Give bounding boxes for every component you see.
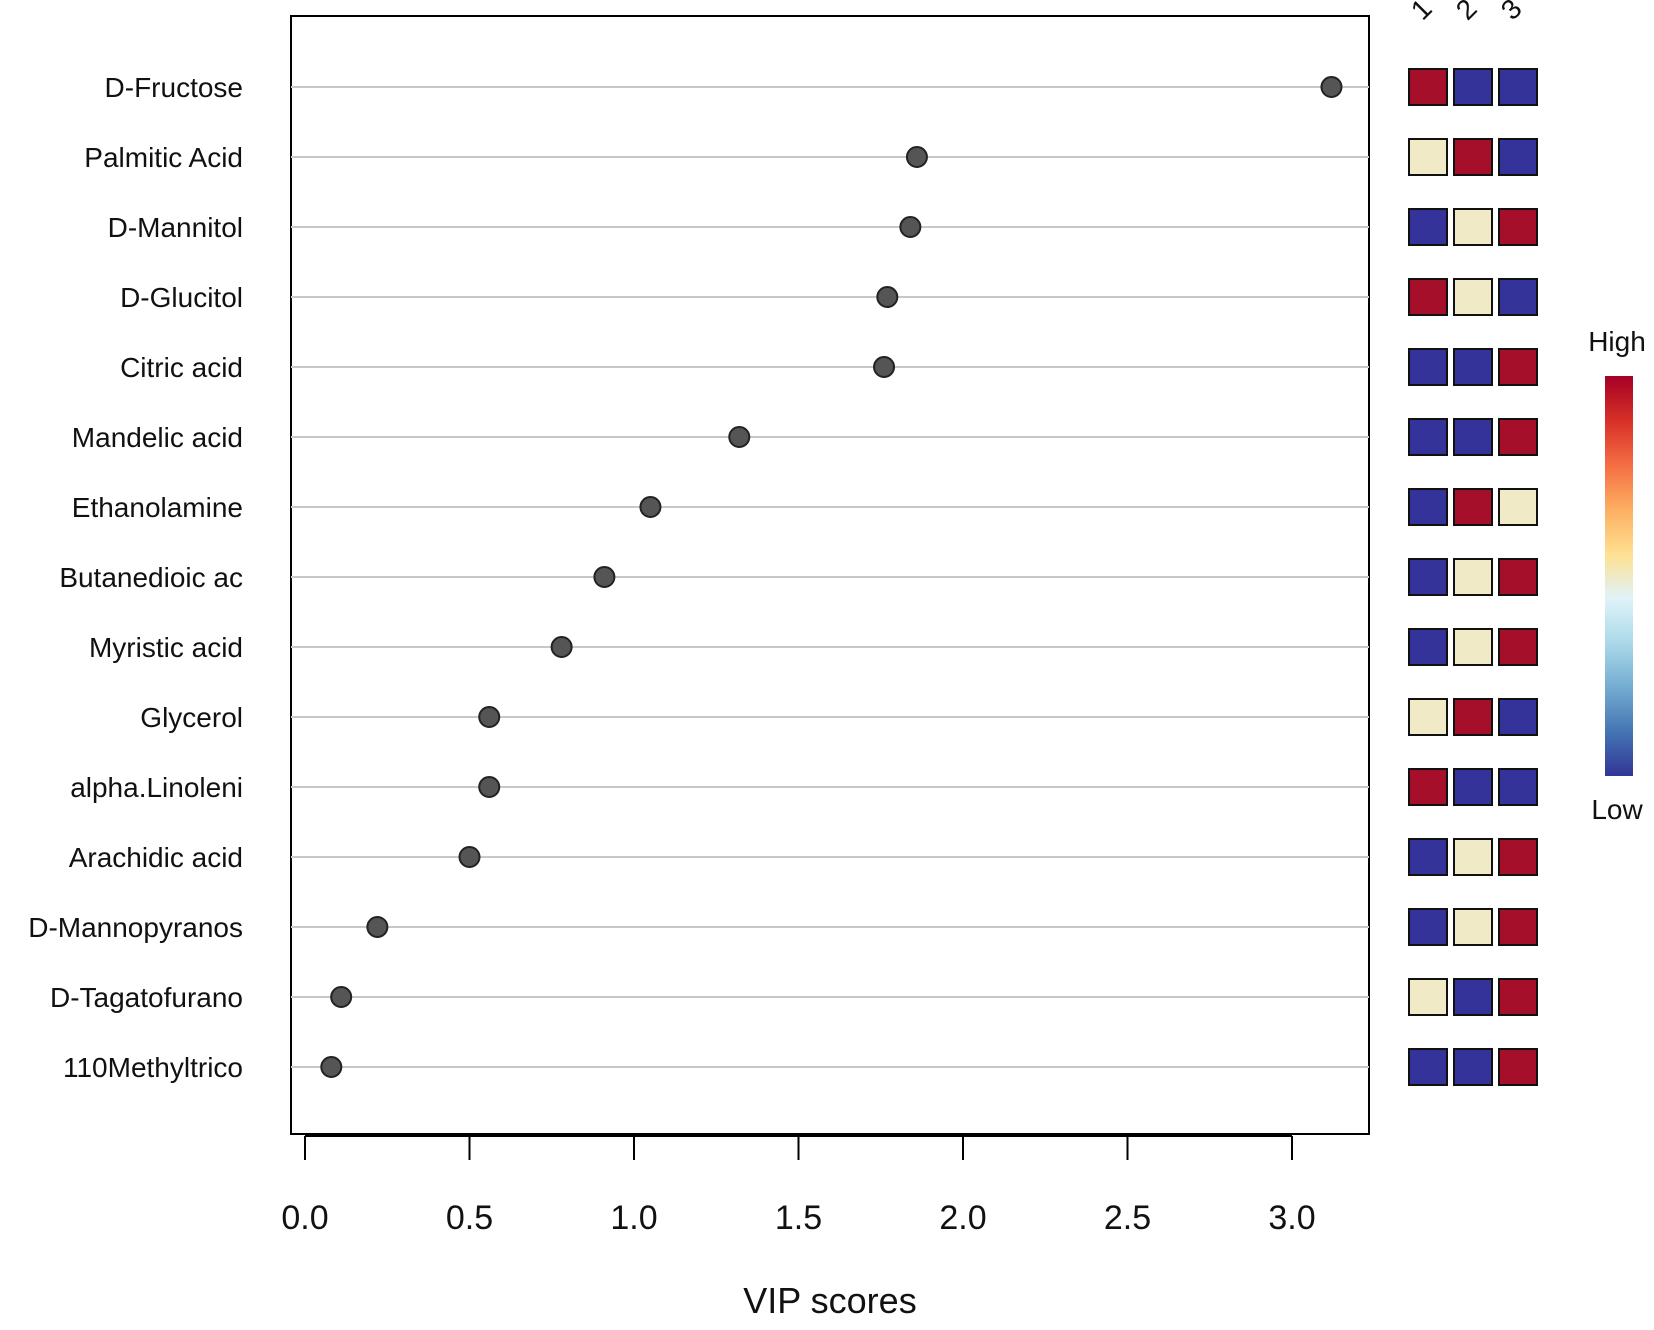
heatmap-column-label: 1 bbox=[1405, 0, 1438, 26]
heatmap-cell bbox=[1408, 558, 1448, 596]
data-point bbox=[1320, 76, 1343, 98]
heatmap-cell bbox=[1498, 488, 1538, 526]
heatmap-cell bbox=[1408, 978, 1448, 1016]
data-points bbox=[320, 76, 1343, 1078]
data-point bbox=[478, 706, 501, 728]
data-point bbox=[899, 216, 922, 238]
heatmap-cell bbox=[1498, 348, 1538, 386]
heatmap-cell bbox=[1408, 488, 1448, 526]
heatmap-cell bbox=[1453, 908, 1493, 946]
x-tick-label: 0.5 bbox=[446, 1199, 493, 1237]
data-point bbox=[478, 776, 501, 798]
heatmap-cell bbox=[1453, 68, 1493, 106]
gridlines bbox=[291, 86, 1369, 1068]
category-label: Arachidic acid bbox=[69, 842, 243, 873]
heatmap-cell bbox=[1408, 1048, 1448, 1086]
x-tick-label: 3.0 bbox=[1268, 1199, 1315, 1237]
plot-frame bbox=[290, 15, 1370, 1135]
legend-high-label: High bbox=[1588, 326, 1646, 357]
heatmap bbox=[1408, 68, 1538, 1086]
heatmap-cell bbox=[1453, 348, 1493, 386]
heatmap-cell bbox=[1453, 978, 1493, 1016]
x-tick-label: 0.0 bbox=[281, 1199, 328, 1237]
heatmap-cell bbox=[1498, 768, 1538, 806]
heatmap-cell bbox=[1408, 698, 1448, 736]
heatmap-cell bbox=[1498, 978, 1538, 1016]
heatmap-cell bbox=[1453, 278, 1493, 316]
category-label: D-Mannitol bbox=[108, 212, 243, 243]
data-point bbox=[876, 286, 899, 308]
category-label: Ethanolamine bbox=[72, 492, 243, 523]
heatmap-cell bbox=[1498, 908, 1538, 946]
legend-gradient-bar bbox=[1605, 376, 1633, 776]
data-point bbox=[330, 986, 353, 1008]
category-label: 110Methyltrico bbox=[63, 1052, 243, 1083]
category-label: Glycerol bbox=[140, 702, 243, 733]
heatmap-cell bbox=[1408, 68, 1448, 106]
heatmap-cell bbox=[1498, 278, 1538, 316]
data-point bbox=[550, 636, 573, 658]
heatmap-cell bbox=[1408, 838, 1448, 876]
x-axis-label: VIP scores bbox=[743, 1280, 916, 1321]
heatmap-cell bbox=[1408, 628, 1448, 666]
heatmap-cell bbox=[1408, 278, 1448, 316]
category-label: D-Fructose bbox=[105, 72, 243, 103]
heatmap-cell bbox=[1498, 1048, 1538, 1086]
heatmap-cell bbox=[1453, 698, 1493, 736]
category-label: D-Mannopyranos bbox=[28, 912, 243, 943]
heatmap-cell bbox=[1498, 628, 1538, 666]
x-tick-label: 2.5 bbox=[1104, 1199, 1151, 1237]
category-label: Myristic acid bbox=[89, 632, 243, 663]
category-label: Citric acid bbox=[120, 352, 243, 383]
heatmap-cell bbox=[1453, 138, 1493, 176]
category-label: D-Tagatofurano bbox=[50, 982, 243, 1013]
heatmap-cell bbox=[1453, 838, 1493, 876]
category-label: D-Glucitol bbox=[120, 282, 243, 313]
x-tick-label: 1.5 bbox=[775, 1199, 822, 1237]
heatmap-cell bbox=[1498, 838, 1538, 876]
category-label: Mandelic acid bbox=[72, 422, 243, 453]
category-label: Butanedioic ac bbox=[59, 562, 243, 593]
category-labels: D-Fructose Palmitic Acid D-Mannitol D-Gluci… bbox=[28, 72, 243, 1083]
data-point bbox=[593, 566, 616, 588]
heatmap-cell bbox=[1408, 208, 1448, 246]
heatmap-cell bbox=[1498, 138, 1538, 176]
heatmap-cell bbox=[1453, 768, 1493, 806]
x-axis: 0.0 0.5 1.0 1.5 2.0 2.5 3.0 bbox=[281, 1135, 1316, 1237]
data-point bbox=[366, 916, 389, 938]
heatmap-cell bbox=[1408, 908, 1448, 946]
color-legend: High Low bbox=[1588, 326, 1646, 825]
heatmap-cell bbox=[1498, 208, 1538, 246]
data-point bbox=[320, 1056, 343, 1078]
heatmap-cell bbox=[1453, 558, 1493, 596]
legend-low-label: Low bbox=[1591, 794, 1643, 825]
heatmap-column-label: 3 bbox=[1495, 0, 1528, 26]
heatmap-cell bbox=[1453, 208, 1493, 246]
heatmap-cell bbox=[1408, 348, 1448, 386]
heatmap-cell bbox=[1453, 488, 1493, 526]
heatmap-cell bbox=[1498, 418, 1538, 456]
heatmap-cell bbox=[1453, 1048, 1493, 1086]
heatmap-column-label: 2 bbox=[1450, 0, 1483, 26]
heatmap-cell bbox=[1408, 418, 1448, 456]
category-label: alpha.Linoleni bbox=[70, 772, 243, 803]
heatmap-cell bbox=[1453, 418, 1493, 456]
heatmap-cell bbox=[1453, 628, 1493, 666]
data-point bbox=[728, 426, 751, 448]
data-point bbox=[905, 146, 928, 168]
data-point bbox=[458, 846, 481, 868]
heatmap-cell bbox=[1498, 68, 1538, 106]
x-tick-label: 2.0 bbox=[939, 1199, 986, 1237]
heatmap-cell bbox=[1408, 138, 1448, 176]
heatmap-cell bbox=[1498, 558, 1538, 596]
heatmap-cell bbox=[1498, 698, 1538, 736]
data-point bbox=[639, 496, 662, 518]
x-tick-label: 1.0 bbox=[610, 1199, 657, 1237]
heatmap-cell bbox=[1408, 768, 1448, 806]
category-label: Palmitic Acid bbox=[84, 142, 243, 173]
data-point bbox=[873, 356, 896, 378]
